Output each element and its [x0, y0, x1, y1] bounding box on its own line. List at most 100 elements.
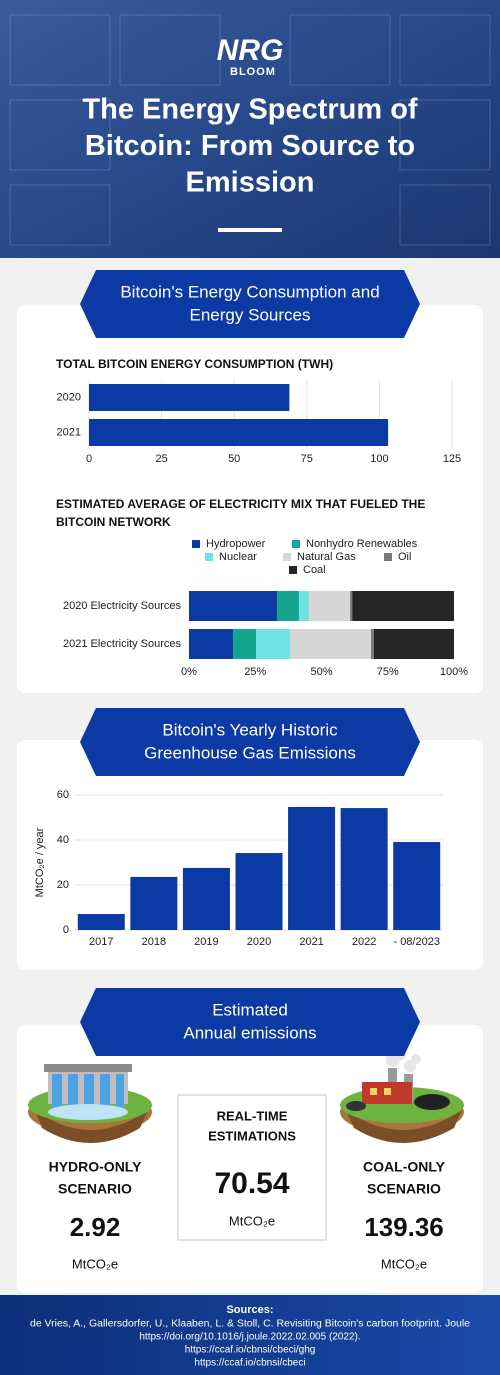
title-underline [218, 228, 282, 232]
x-tick-label: 25% [244, 666, 266, 678]
realtime-box [177, 1094, 327, 1241]
section-heading: Annual emissions [183, 1023, 316, 1042]
scenario-unit: MtCO₂e [229, 1213, 275, 1228]
source-line: https://ccaf.io/cbnsi/cbeci [194, 1358, 305, 1369]
x-tick-label: 25 [155, 453, 167, 465]
x-tick-label: 2020 [247, 936, 271, 948]
bar [340, 808, 388, 930]
x-tick-label: 2018 [142, 936, 166, 948]
scenario-label: COAL-ONLY [363, 1159, 446, 1175]
section-banner [80, 988, 420, 1056]
bar [393, 842, 441, 930]
x-tick-label: 2019 [194, 936, 218, 948]
source-line: https://ccaf.io/cbnsi/cbeci/ghg [185, 1345, 316, 1356]
y-tick-label: 2021 Electricity Sources [63, 638, 181, 650]
x-tick-label: 2021 [299, 936, 323, 948]
x-tick-label: 0% [181, 666, 197, 678]
footer-background [0, 1295, 500, 1375]
x-tick-label: 75 [301, 453, 313, 465]
y-tick-label: 2020 Electricity Sources [63, 600, 181, 612]
source-line: de Vries, A., Gallersdorfer, U., Klaaben… [30, 1319, 470, 1330]
scenario-label: HYDRO-ONLY [49, 1159, 142, 1175]
header-texture [9, 14, 491, 246]
bar [288, 806, 336, 930]
x-tick-label: 50% [310, 666, 332, 678]
bar [89, 384, 290, 411]
legend-label: Hydropower [206, 538, 266, 550]
legend-swatch [283, 553, 291, 561]
y-tick-label: 60 [57, 789, 69, 801]
x-tick-label: 2017 [89, 936, 113, 948]
section-heading: Bitcoin's Energy Consumption and [120, 282, 379, 301]
legend-swatch [289, 566, 297, 574]
chart-title: BITCOIN NETWORK [56, 515, 171, 529]
header-background [0, 0, 500, 258]
bar-segment [289, 629, 372, 659]
hydro-illustration [28, 1064, 152, 1143]
x-tick-label: 125 [443, 453, 461, 465]
x-tick-label: 75% [377, 666, 399, 678]
x-tick-label: 100% [440, 666, 468, 678]
bar-segment [309, 591, 351, 621]
legend-label: Coal [303, 564, 326, 576]
sources-heading: Sources: [226, 1304, 273, 1316]
bar [77, 914, 125, 930]
coal-illustration [340, 1048, 464, 1143]
title-line: Emission [186, 167, 315, 199]
section-heading: Energy Sources [190, 305, 311, 324]
scenario-value: 2.92 [70, 1212, 121, 1242]
section-heading: Estimated [212, 1000, 288, 1019]
scenario-label: SCENARIO [58, 1181, 132, 1197]
section-banner [80, 270, 420, 338]
scenario-label: SCENARIO [367, 1181, 441, 1197]
logo-text: NRG [217, 34, 284, 67]
x-tick-label: 100 [370, 453, 388, 465]
scenario-value: 70.54 [214, 1167, 289, 1200]
legend-label: Nuclear [219, 551, 257, 563]
scenario-value: 139.36 [364, 1212, 444, 1242]
bar-segment [371, 629, 374, 659]
y-tick-label: 40 [57, 834, 69, 846]
bar-segment [298, 591, 310, 621]
section-heading: Bitcoin's Yearly Historic [162, 720, 338, 739]
legend-label: Nonhydro Renewables [306, 538, 418, 550]
y-tick-label: 2021 [57, 426, 81, 438]
y-axis-label: MtCO₂e / year [34, 827, 46, 897]
footer: Sources: de Vries, A., Gallersdorfer, U.,… [30, 1304, 470, 1369]
y-tick-label: 2020 [57, 391, 81, 403]
section-heading: Greenhouse Gas Emissions [144, 743, 356, 762]
title-line: The Energy Spectrum of [82, 94, 418, 126]
legend-swatch [205, 553, 213, 561]
legend-label: Oil [398, 551, 411, 563]
bar-segment [276, 591, 299, 621]
y-tick-label: 0 [63, 924, 69, 936]
scenario-unit: MtCO₂e [381, 1256, 427, 1271]
bar [235, 853, 283, 930]
legend-swatch [192, 540, 200, 548]
scenario-label: REAL-TIME [217, 1108, 288, 1123]
x-tick-label: 2022 [352, 936, 376, 948]
bar-segment [352, 591, 454, 621]
scenario-unit: MtCO₂e [72, 1256, 118, 1271]
bar [182, 867, 230, 930]
logo-subtext: BLOOM [230, 66, 276, 78]
chart-title: TOTAL BITCOIN ENERGY CONSUMPTION (TWH) [56, 357, 333, 371]
bar-segment [232, 629, 257, 659]
bar-segment [189, 591, 277, 621]
bar [89, 419, 389, 446]
x-tick-label: - 08/2023 [393, 936, 439, 948]
chart-title: ESTIMATED AVERAGE OF ELECTRICITY MIX THA… [56, 497, 425, 511]
bar-segment [256, 629, 290, 659]
title-line: Bitcoin: From Source to [85, 130, 415, 162]
bar [130, 876, 178, 930]
section-banner [80, 708, 420, 776]
legend-swatch [292, 540, 300, 548]
x-tick-label: 0 [86, 453, 92, 465]
y-tick-label: 20 [57, 879, 69, 891]
bar-segment [350, 591, 353, 621]
scenario-label: ESTIMATIONS [208, 1128, 296, 1143]
source-line: https://doi.org/10.1016/j.joule.2022.02.… [139, 1332, 360, 1343]
bar-segment [189, 629, 233, 659]
